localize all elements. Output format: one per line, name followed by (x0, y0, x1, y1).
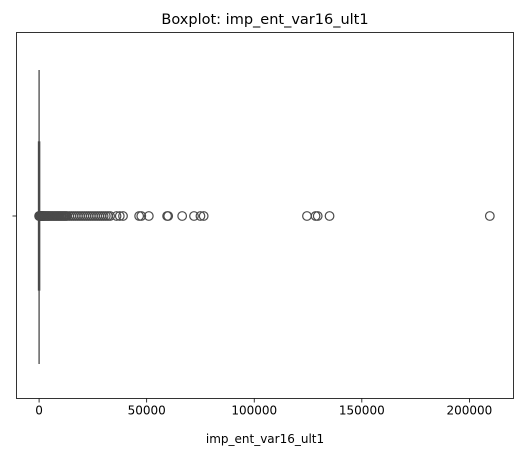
outlier-point-71 (189, 211, 199, 221)
outlier-point-73 (198, 211, 209, 221)
outlier-point-67 (143, 211, 154, 221)
x-tick-label-4: 200000 (446, 404, 492, 418)
outlier-point-64 (118, 211, 128, 221)
outlier-point-72 (195, 211, 206, 221)
x-axis: 0 50000 100000 150000 200000 (35, 398, 492, 418)
outlier-point-69 (163, 211, 174, 221)
outlier-point-70 (177, 211, 188, 221)
outlier-point-61 (105, 211, 115, 221)
x-axis-label: imp_ent_var16_ult1 (206, 432, 324, 446)
outlier-point-77 (324, 211, 335, 221)
chart-title: Boxplot: imp_ent_var16_ult1 (161, 12, 368, 28)
x-tick-label-2: 100000 (231, 404, 277, 418)
x-tick-label-1: 50000 (128, 404, 166, 418)
outlier-point-76 (312, 211, 323, 221)
x-tick-label-3: 150000 (339, 404, 385, 418)
outlier-point-62 (111, 211, 122, 221)
plot-frame (16, 32, 514, 399)
outlier-point-63 (114, 211, 125, 221)
boxplot-layer (34, 70, 495, 364)
outlier-point-78 (484, 211, 495, 221)
x-tick-label-0: 0 (35, 404, 43, 418)
outlier-point-66 (136, 211, 147, 221)
plot-area (16, 32, 514, 399)
